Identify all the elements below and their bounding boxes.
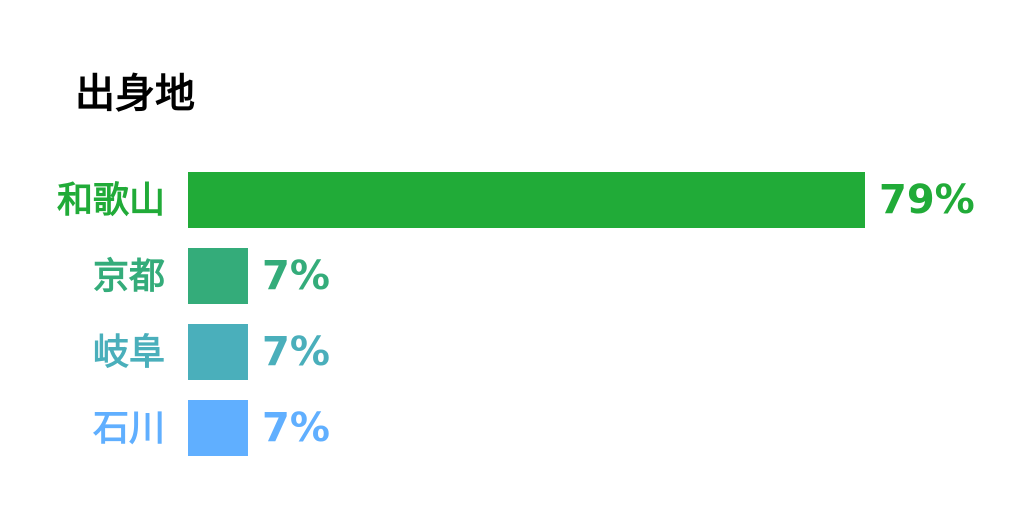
value-label: 7%	[262, 253, 330, 299]
chart-title: 出身地	[75, 71, 195, 117]
bar	[188, 400, 248, 456]
category-label: 石川	[93, 408, 165, 449]
bar	[188, 172, 865, 228]
bar	[188, 248, 248, 304]
category-label: 和歌山	[57, 180, 165, 221]
bar	[188, 324, 248, 380]
value-label: 7%	[262, 329, 330, 375]
category-label: 京都	[93, 255, 165, 297]
category-label: 岐阜	[93, 332, 165, 373]
value-label: 79%	[879, 177, 975, 223]
value-label: 7%	[262, 405, 330, 451]
